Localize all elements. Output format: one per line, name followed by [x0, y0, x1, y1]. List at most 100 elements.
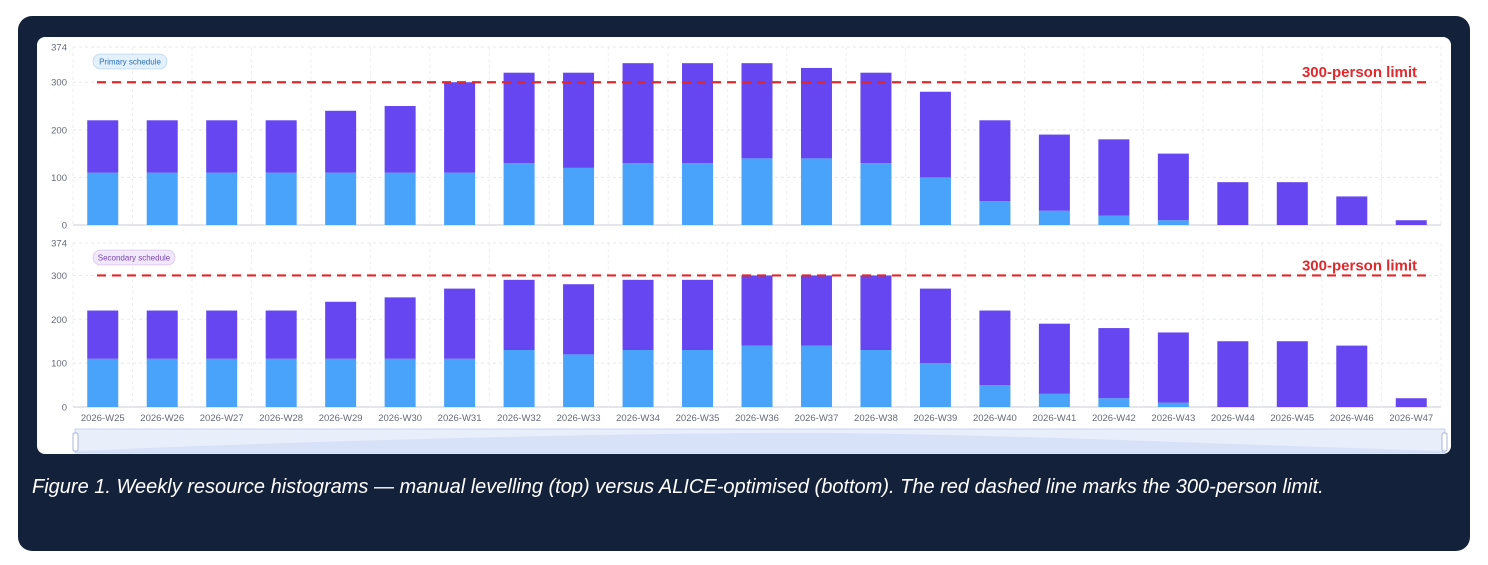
bar-upper-segment [919, 91, 951, 178]
x-tick-label: 2026-W33 [557, 413, 601, 424]
x-tick-label: 2026-W45 [1270, 413, 1314, 424]
bar-lower-segment [444, 358, 476, 407]
bar-lower-segment [444, 172, 476, 225]
x-tick-label: 2026-W36 [735, 413, 779, 424]
bar-upper-segment [860, 72, 892, 164]
bar-lower-segment [87, 358, 119, 407]
schedule-badge [92, 249, 176, 266]
x-tick-label: 2026-W41 [1032, 413, 1076, 424]
bar-upper-segment [682, 63, 714, 164]
x-tick-label: 2026-W30 [378, 413, 422, 424]
y-tick-label: 374 [51, 43, 67, 54]
x-tick-label: 2026-W39 [914, 413, 958, 424]
x-tick-label: 2026-W46 [1330, 413, 1374, 424]
bar-upper-segment [384, 297, 416, 359]
bar-lower-segment [622, 349, 654, 407]
bar-upper-segment [682, 279, 714, 350]
zoom-handle-right[interactable] [1441, 432, 1448, 452]
y-tick-label: 100 [51, 359, 67, 370]
limit-label: 300-person limit [1302, 64, 1417, 81]
bar-lower-segment [800, 158, 832, 225]
bar-upper-segment [265, 310, 297, 359]
bar-upper-segment [563, 284, 595, 355]
bar-lower-segment [741, 345, 773, 407]
bar-upper-segment [919, 288, 951, 364]
bar-upper-segment [1157, 153, 1189, 221]
y-tick-label: 374 [51, 239, 67, 250]
bar-upper-segment [1038, 134, 1070, 211]
bar-upper-segment [1217, 341, 1249, 407]
bar-lower-segment [682, 349, 714, 407]
schedule-badge-label: Primary schedule [99, 58, 161, 67]
bar-upper-segment [1395, 220, 1427, 225]
bar-upper-segment [444, 288, 476, 359]
bar-upper-segment [979, 120, 1011, 202]
bar-upper-segment [503, 72, 535, 164]
histogram-chart: 0 100 200 300 374 300-person limit Primary sch… [51, 43, 1448, 454]
y-tick-label: 0 [62, 403, 67, 414]
y-tick-label: 200 [51, 315, 67, 326]
x-tick-label: 2026-W47 [1389, 413, 1433, 424]
y-tick-label: 0 [62, 221, 67, 232]
figure-caption: Figure 1. Weekly resource histograms — m… [32, 476, 1324, 498]
x-tick-label: 2026-W28 [259, 413, 303, 424]
bar-upper-segment [1276, 341, 1308, 407]
x-tick-label: 2026-W29 [319, 413, 363, 424]
x-tick-label: 2026-W43 [1151, 413, 1195, 424]
bar-lower-segment [1038, 393, 1070, 407]
bar-lower-segment [206, 172, 238, 225]
bar-lower-segment [1098, 398, 1130, 407]
figure-card: 0 100 200 300 374 300-person limit Primary sch… [18, 16, 1470, 551]
y-tick-label: 200 [51, 125, 67, 136]
bar-lower-segment [325, 172, 357, 225]
bar-lower-segment [87, 172, 119, 225]
bar-upper-segment [384, 106, 416, 173]
bar-lower-segment [860, 163, 892, 225]
schedule-badge [92, 53, 168, 70]
x-tick-label: 2026-W35 [676, 413, 720, 424]
bar-lower-segment [325, 358, 357, 407]
bar-upper-segment [860, 275, 892, 350]
x-tick-label: 2026-W40 [973, 413, 1017, 424]
bar-lower-segment [800, 345, 832, 407]
bar-lower-segment [146, 172, 178, 225]
bar-upper-segment [87, 310, 119, 359]
bar-upper-segment [325, 110, 357, 173]
bar-upper-segment [325, 301, 357, 359]
bar-lower-segment [1157, 402, 1189, 407]
bar-lower-segment [503, 349, 535, 407]
bar-lower-segment [741, 158, 773, 225]
bar-upper-segment [1217, 182, 1249, 225]
bar-lower-segment [919, 363, 951, 407]
bar-lower-segment [1157, 220, 1189, 225]
bar-upper-segment [1336, 196, 1368, 225]
zoom-slider-preview [75, 433, 1445, 453]
bar-lower-segment [1038, 210, 1070, 225]
zoom-slider[interactable] [72, 428, 1448, 454]
bar-upper-segment [979, 310, 1011, 386]
zoom-handle-left[interactable] [72, 432, 79, 452]
bar-upper-segment [1157, 332, 1189, 403]
bar-lower-segment [206, 358, 238, 407]
bar-upper-segment [503, 279, 535, 350]
x-tick-label: 2026-W32 [497, 413, 541, 424]
x-tick-label: 2026-W31 [438, 413, 482, 424]
bar-upper-segment [741, 63, 773, 159]
bar-upper-segment [206, 310, 238, 359]
bar-lower-segment [622, 163, 654, 225]
bar-lower-segment [979, 385, 1011, 407]
chart-panel: 0 100 200 300 374 300-person limit Primary sch… [37, 37, 1451, 454]
x-tick-label: 2026-W44 [1211, 413, 1255, 424]
bar-upper-segment [800, 275, 832, 346]
x-tick-label: 2026-W42 [1092, 413, 1136, 424]
bar-lower-segment [682, 163, 714, 225]
bar-upper-segment [1336, 345, 1368, 407]
bar-lower-segment [1098, 215, 1130, 225]
y-tick-label: 100 [51, 173, 67, 184]
x-tick-label: 2026-W34 [616, 413, 660, 424]
bar-upper-segment [444, 82, 476, 173]
bar-lower-segment [503, 163, 535, 225]
bar-lower-segment [563, 167, 595, 225]
bar-lower-segment [146, 358, 178, 407]
y-tick-label: 300 [51, 78, 67, 89]
